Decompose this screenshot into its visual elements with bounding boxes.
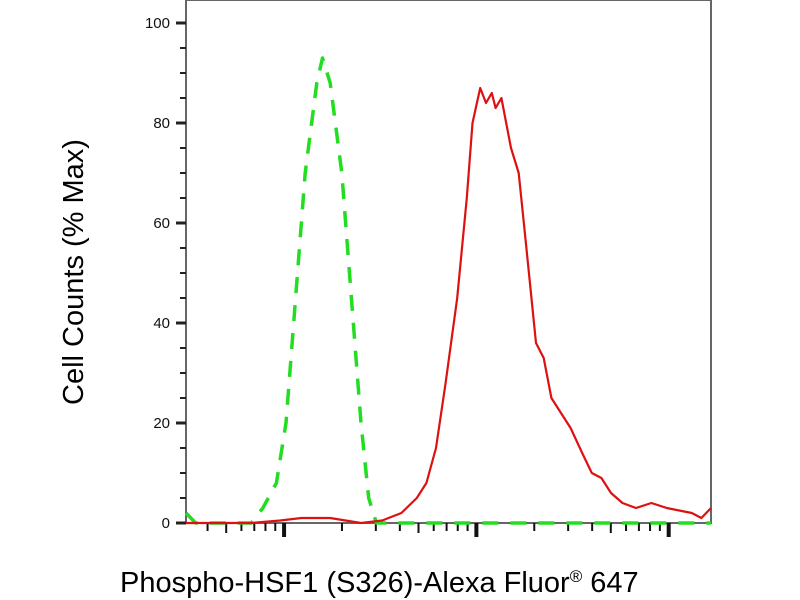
x-axis-title: Phospho-HSF1 (S326)-Alexa Fluor® 647 xyxy=(120,567,639,599)
y-tick-label: 40 xyxy=(153,315,170,332)
series-line-isotype-control xyxy=(184,56,711,525)
plot-frame xyxy=(185,0,712,524)
x-axis-title-main: Phospho-HSF1 (S326)-Alexa Fluor xyxy=(120,567,570,599)
y-tick-label: 20 xyxy=(153,415,170,432)
x-axis-title-suffix: 647 xyxy=(582,567,638,599)
y-tick-label: 0 xyxy=(162,515,170,532)
series-line-phospho-hsf1 xyxy=(186,86,712,525)
y-axis-title: Cell Counts (% Max) xyxy=(58,139,90,405)
y-tick-label: 100 xyxy=(145,15,170,32)
y-tick-label: 60 xyxy=(153,215,170,232)
x-axis-title-registered: ® xyxy=(570,567,583,586)
y-tick-label: 80 xyxy=(153,115,170,132)
plot-area: 0 20 40 60 80 100 xyxy=(145,0,712,537)
